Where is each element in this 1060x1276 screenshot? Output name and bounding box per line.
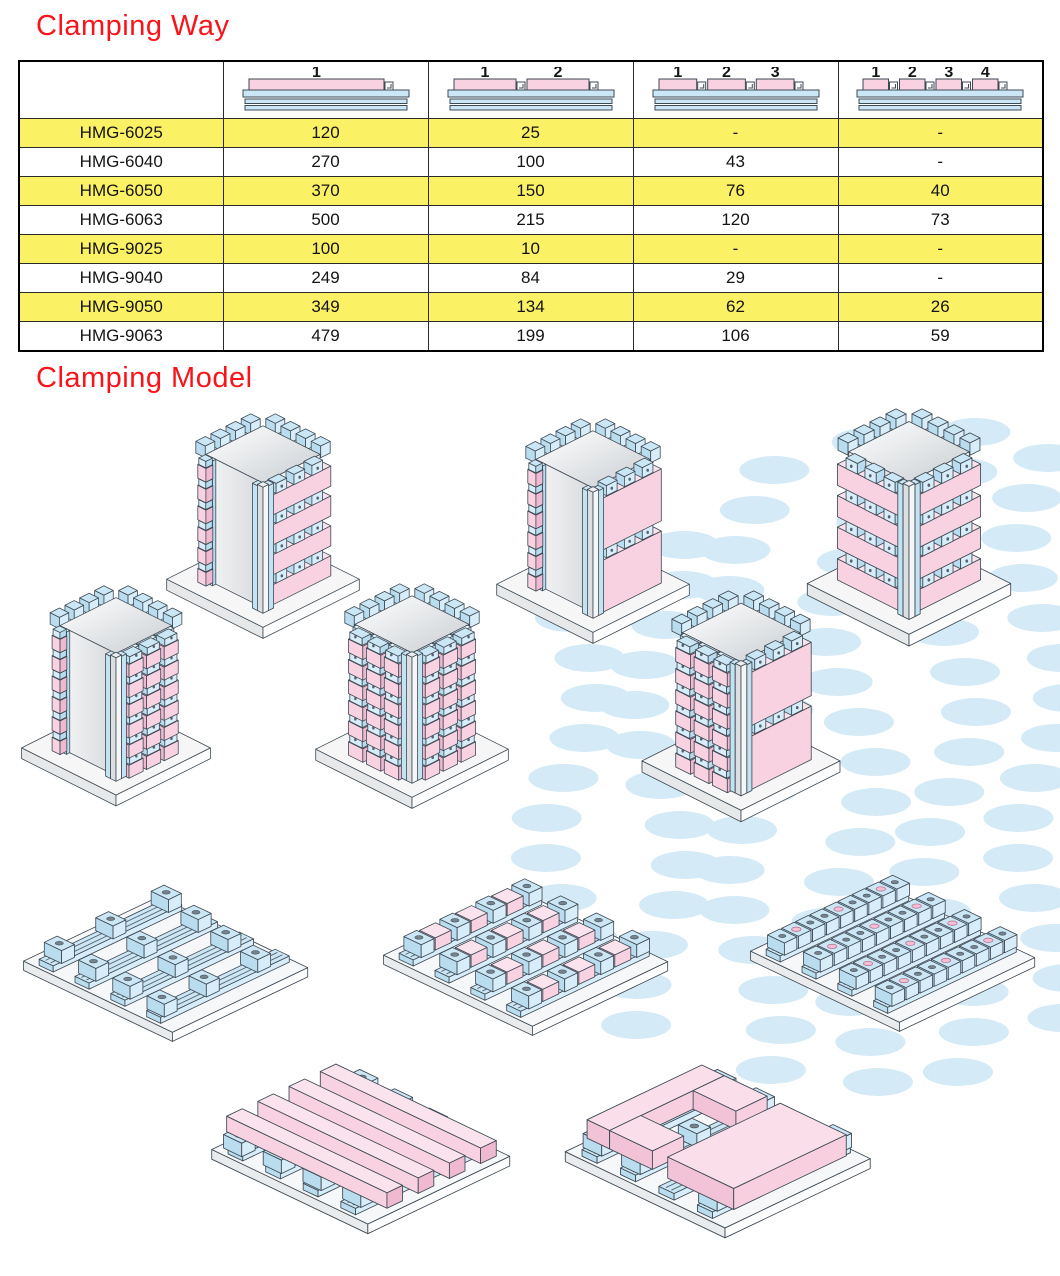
- tower-block-columns-right-drawing: [18, 585, 214, 830]
- tower-horizontal-bars-both: [803, 408, 1015, 672]
- plate-cross-bars: [192, 1056, 526, 1271]
- tower-block-columns-right: [18, 585, 214, 830]
- plate-empty-rails-drawing: [5, 872, 323, 1077]
- tower-block-columns-both-drawing: [312, 583, 512, 833]
- plate-u-and-block: [545, 1056, 887, 1276]
- plate-u-and-block-drawing: [545, 1056, 887, 1276]
- plate-small-blocks: [365, 866, 683, 1071]
- plate-round-parts: [732, 862, 1050, 1067]
- plate-round-parts-drawing: [732, 862, 1050, 1067]
- plate-cross-bars-drawing: [192, 1056, 526, 1271]
- tower-block-columns-both: [312, 583, 512, 833]
- tower-horizontal-bars-both-drawing: [803, 408, 1015, 672]
- plate-empty-rails: [5, 872, 323, 1077]
- plate-small-blocks-drawing: [365, 866, 683, 1071]
